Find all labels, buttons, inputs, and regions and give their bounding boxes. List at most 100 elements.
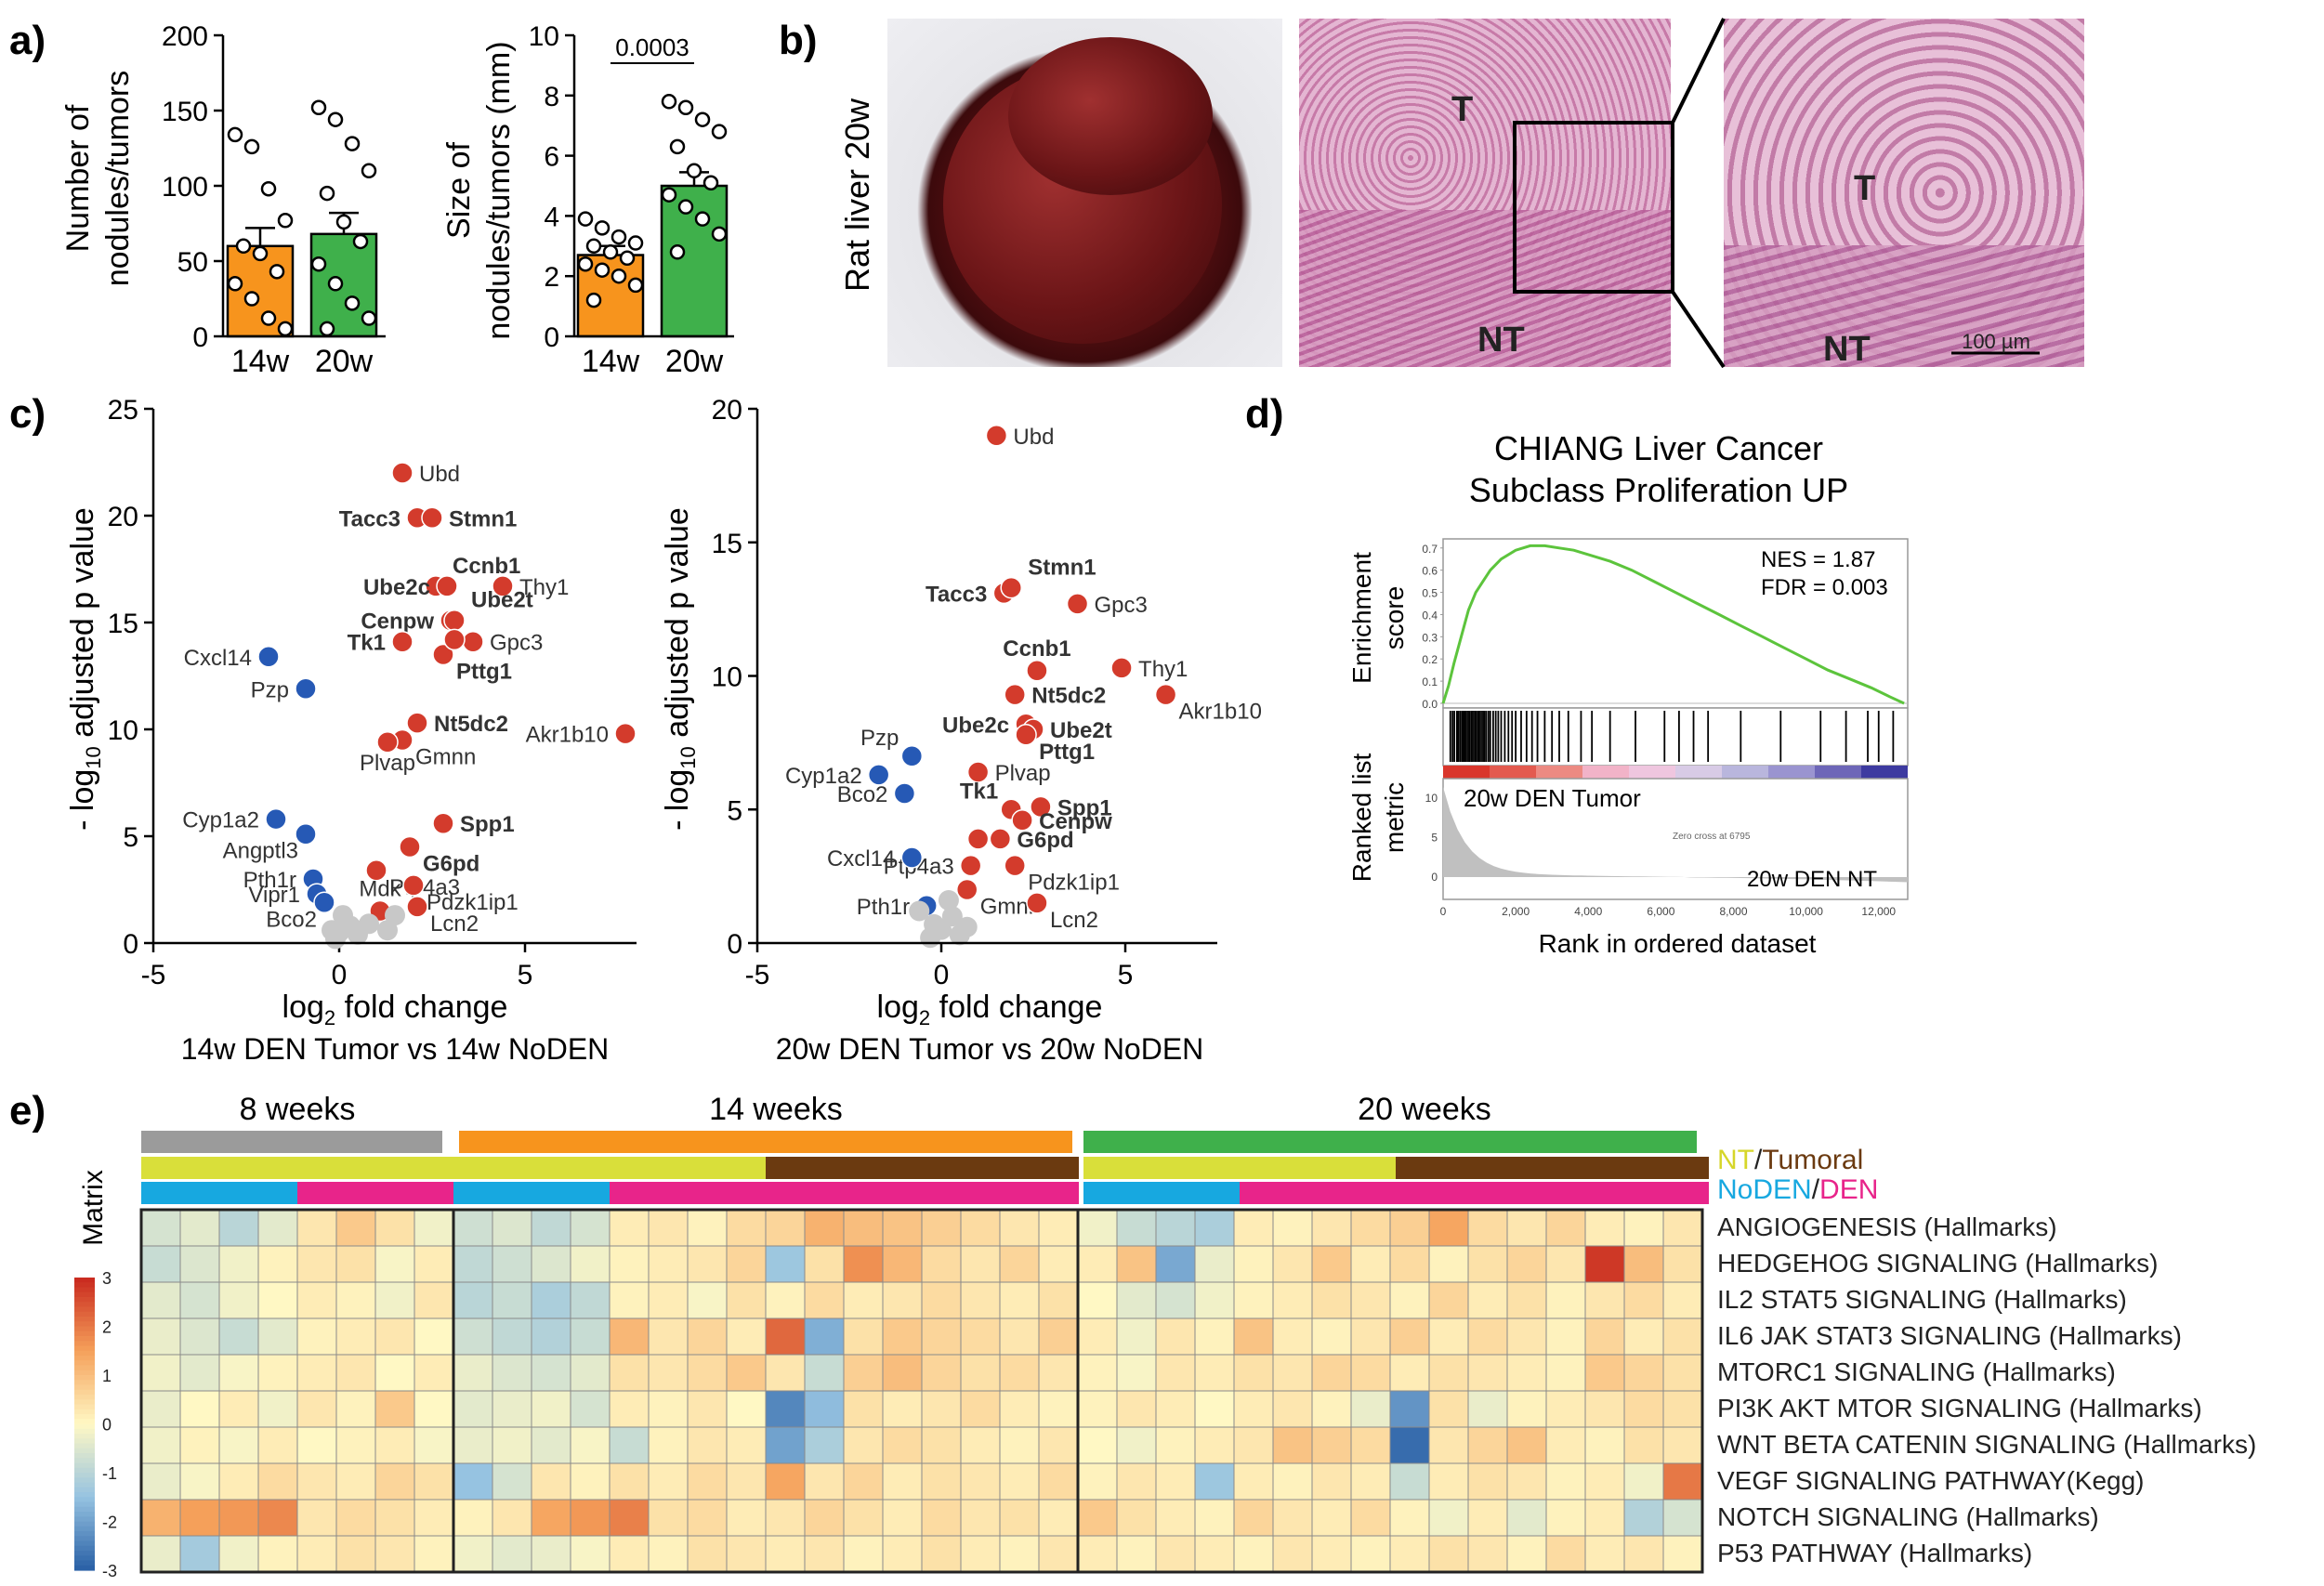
data-point <box>319 185 335 202</box>
colorbar-tick-label: -2 <box>102 1514 117 1532</box>
colorbar-segment <box>74 1395 95 1400</box>
heatmap-cell <box>414 1390 454 1428</box>
y-tick-label: 10 <box>712 662 742 693</box>
heatmap-cell <box>531 1245 571 1283</box>
data-point <box>602 244 619 260</box>
noden-den-cell <box>1279 1182 1319 1204</box>
heatmap-cell <box>296 1390 337 1428</box>
volcano-point <box>421 506 443 530</box>
gene-label: Ubd <box>419 462 460 487</box>
heatmap-cell <box>492 1281 532 1319</box>
colorbar-segment <box>74 1551 95 1556</box>
heatmap-cell <box>1506 1317 1547 1356</box>
heatmap-cell <box>1584 1317 1625 1356</box>
heatmap-cell <box>609 1209 650 1247</box>
heatmap-cell <box>179 1535 220 1573</box>
pathway-label: IL2 STAT5 SIGNALING (Hallmarks) <box>1717 1285 2127 1314</box>
gene-label: Pdzk1ip1 <box>1028 871 1120 896</box>
heatmap-cell <box>1584 1426 1625 1464</box>
volcano-point <box>955 878 978 901</box>
heatmap-cell <box>765 1390 806 1428</box>
heatmap-cell <box>492 1245 532 1283</box>
rank-color-bar <box>1582 766 1629 779</box>
volcano-point <box>365 859 387 882</box>
volcano-point <box>295 822 317 845</box>
heatmap-cell <box>414 1317 454 1356</box>
y-axis-label: nodules/tumors (mm) <box>481 41 517 339</box>
heatmap-cell <box>414 1499 454 1537</box>
heatmap-cell <box>1116 1535 1157 1573</box>
colorbar-segment <box>74 1317 95 1322</box>
rank-color-bar <box>1629 766 1675 779</box>
heatmap-cell <box>335 1281 376 1319</box>
volcano-point <box>1110 657 1133 679</box>
rank-color-bar <box>1490 766 1536 779</box>
heatmap-cell <box>414 1462 454 1501</box>
nt-tumoral-cell <box>414 1157 454 1179</box>
rank-tick-label: 2,000 <box>1502 905 1530 918</box>
volcano-point <box>432 643 454 666</box>
heatmap-cell <box>999 1317 1040 1356</box>
data-point <box>344 136 361 151</box>
group-color-bar <box>141 1131 442 1153</box>
data-point <box>243 291 260 307</box>
heatmap-cell <box>804 1209 845 1247</box>
heatmap-cell <box>999 1354 1040 1392</box>
gene-label: Tk1 <box>348 631 386 656</box>
gene-label: Spp1 <box>460 812 515 837</box>
heatmap-cell <box>531 1499 571 1537</box>
volcano-point <box>436 575 458 597</box>
es-tick-label: 0.6 <box>1422 565 1438 578</box>
nt-tumoral-cell <box>297 1157 337 1179</box>
heatmap-cell <box>453 1317 493 1356</box>
heatmap-cell <box>921 1354 962 1392</box>
heatmap-cell <box>453 1426 493 1464</box>
y-tick-label: 2 <box>544 262 559 293</box>
noden-den-cell <box>844 1182 884 1204</box>
noden-den-cell <box>1000 1182 1040 1204</box>
heatmap-cell <box>1428 1426 1469 1464</box>
noden-den-cell <box>375 1182 415 1204</box>
nt-tumoral-cell <box>610 1157 650 1179</box>
heatmap-cell <box>726 1245 767 1283</box>
heatmap-cell <box>726 1281 767 1319</box>
noden-den-cell <box>1162 1182 1201 1204</box>
pathway-label: MTORC1 SIGNALING (Hallmarks) <box>1717 1357 2116 1386</box>
zoom-line <box>1671 290 1726 369</box>
heatmap-cell <box>1428 1499 1469 1537</box>
volcano-point <box>1030 795 1052 819</box>
heatmap-cell <box>531 1426 571 1464</box>
nt-tumoral-cell <box>1123 1157 1162 1179</box>
heatmap-cell <box>1233 1209 1274 1247</box>
heatmap-cell <box>726 1317 767 1356</box>
data-point <box>327 111 344 127</box>
nt-tumoral-cell <box>1669 1157 1709 1179</box>
heatmap-cell <box>960 1535 1001 1573</box>
heatmap-cell <box>374 1535 415 1573</box>
heatmap-cell <box>1155 1426 1196 1464</box>
heatmap-cell <box>765 1209 806 1247</box>
gene-label: Stmn1 <box>1028 556 1096 581</box>
heatmap-cell <box>414 1209 454 1247</box>
colorbar-segment <box>74 1330 95 1337</box>
volcano-point <box>432 812 454 834</box>
nes-label: NES = 1.87 <box>1761 547 1875 572</box>
gene-label: Nt5dc2 <box>434 712 508 737</box>
heatmap-cell <box>609 1281 650 1319</box>
rank-tick-label: 12,000 <box>1861 905 1896 918</box>
heatmap-cell <box>296 1499 337 1537</box>
data-point <box>243 138 260 155</box>
heatmap-cell <box>804 1462 845 1501</box>
nt-tumoral-cell <box>727 1157 767 1179</box>
heatmap-cell <box>1233 1245 1274 1283</box>
y-tick-label: 50 <box>177 247 208 278</box>
heatmap-cell <box>1311 1535 1352 1573</box>
heatmap-cell <box>687 1317 728 1356</box>
heatmap-cell <box>140 1209 181 1247</box>
metric-tick-label: 10 <box>1425 792 1438 805</box>
heatmap-cell <box>1077 1535 1118 1573</box>
non-tumor-region <box>1299 210 1671 367</box>
heatmap-cell <box>1467 1209 1508 1247</box>
volcano-point <box>325 928 346 950</box>
noden-den-cell <box>610 1182 650 1204</box>
